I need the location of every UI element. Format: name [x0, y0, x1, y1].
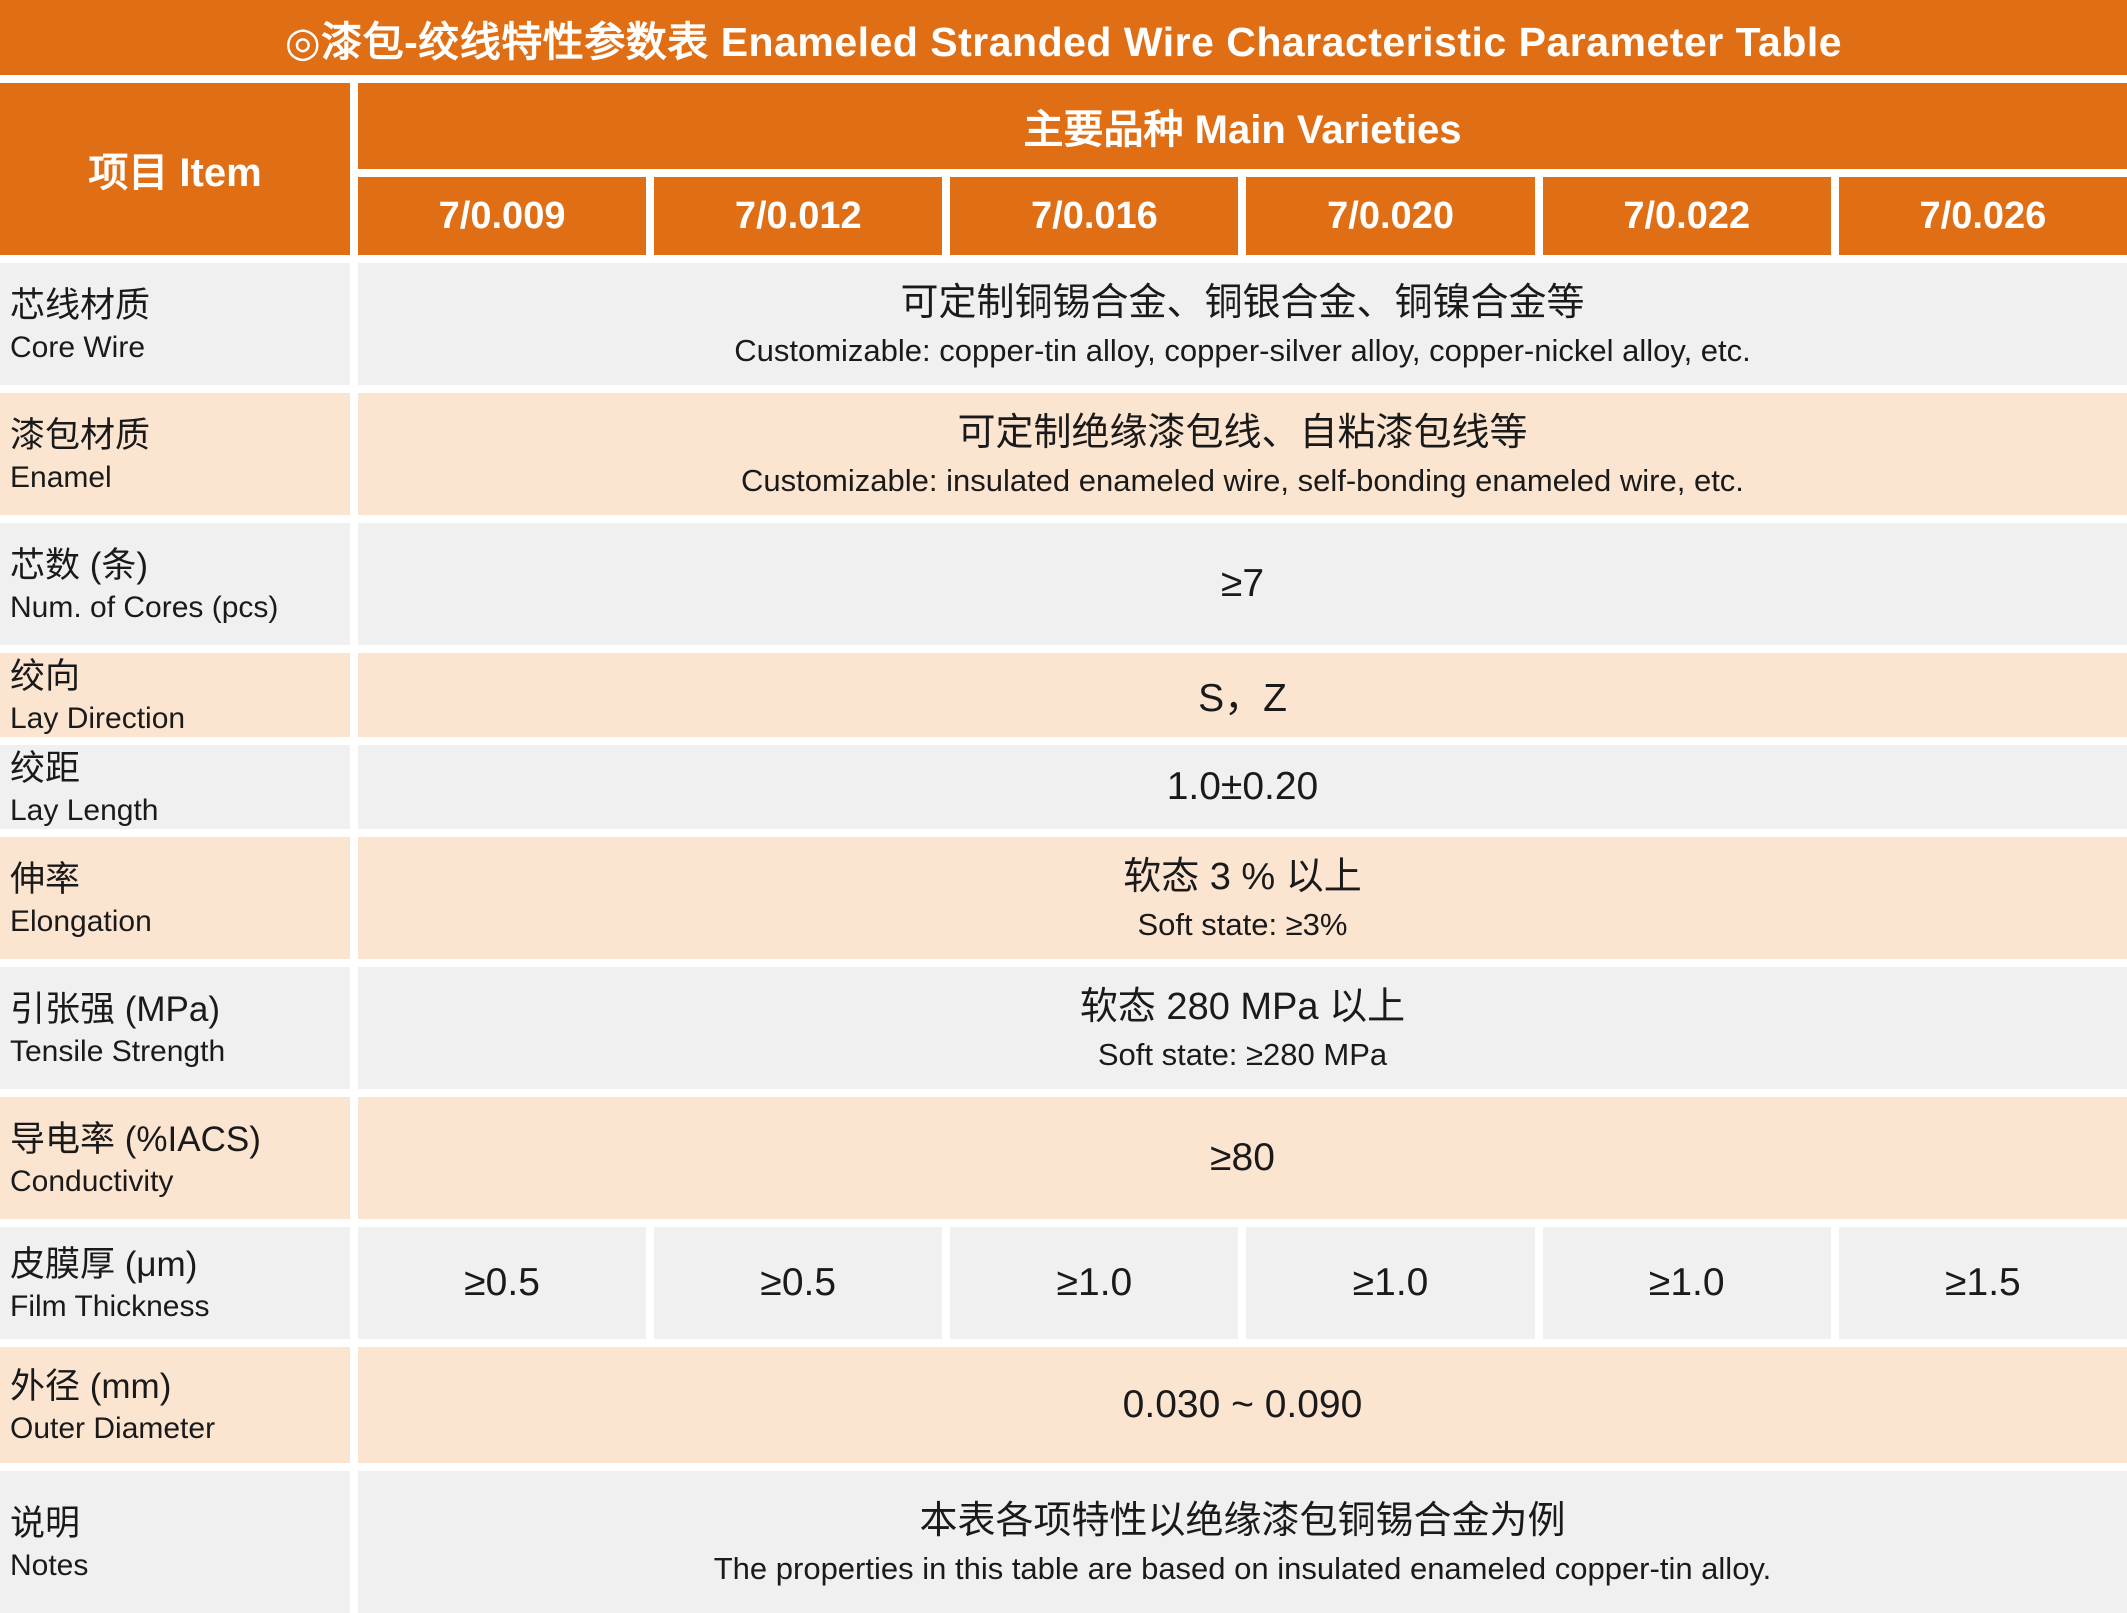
row-value-zh: 可定制绝缘漆包线、自粘漆包线等 — [957, 412, 1528, 455]
row-label-zh: 绞向 — [10, 656, 81, 696]
value-cell: ≥1.0 — [1246, 1227, 1535, 1339]
row-label-zh: 伸率 — [10, 859, 81, 899]
row-value: 可定制铜锡合金、铜银合金、铜镍合金等 Customizable: copper-t… — [358, 263, 2127, 385]
row-label-zh: 漆包材质 — [10, 415, 151, 455]
row-value-text: ≥80 — [1210, 1136, 1275, 1179]
row-label-en: Film Thickness — [10, 1289, 210, 1323]
row-value-en: Customizable: copper-tin alloy, copper-s… — [734, 333, 1751, 369]
row-label-en: Tensile Strength — [10, 1034, 226, 1068]
value-cell: ≥0.5 — [358, 1227, 647, 1339]
row-value-text: 1.0±0.20 — [1166, 765, 1319, 808]
row-label: 漆包材质 Enamel — [0, 393, 350, 515]
row-label-zh: 引张强 (MPa) — [10, 989, 221, 1029]
row-label: 外径 (mm) Outer Diameter — [0, 1347, 350, 1463]
row-value-en: The properties in this table are based o… — [713, 1551, 1772, 1587]
row-value-zh: 软态 280 MPa 以上 — [1079, 986, 1406, 1029]
row-label-en: Notes — [10, 1548, 89, 1582]
row-value: 可定制绝缘漆包线、自粘漆包线等 Customizable: insulated e… — [358, 393, 2127, 515]
row-label: 皮膜厚 (μm) Film Thickness — [0, 1227, 350, 1339]
value-cell: ≥1.0 — [950, 1227, 1239, 1339]
row-label: 芯线材质 Core Wire — [0, 263, 350, 385]
row-label: 芯数 (条) Num. of Cores (pcs) — [0, 523, 350, 645]
row-value: ≥7 — [358, 523, 2127, 645]
row-value-zh: 本表各项特性以绝缘漆包铜锡合金为例 — [919, 1500, 1566, 1543]
row-label: 说明 Notes — [0, 1471, 350, 1613]
variety-column-header: 7/0.022 — [1542, 177, 1831, 255]
row-label-en: Core Wire — [10, 330, 146, 364]
row-label-zh: 皮膜厚 (μm) — [10, 1244, 198, 1284]
row-value-text: ≥7 — [1220, 562, 1265, 605]
page-title: ◎漆包-绞线特性参数表 Enameled Stranded Wire Chara… — [0, 0, 2127, 75]
row-label: 伸率 Elongation — [0, 837, 350, 959]
row-label-en: Conductivity — [10, 1164, 174, 1198]
row-label: 绞向 Lay Direction — [0, 653, 350, 737]
row-label-zh: 导电率 (%IACS) — [10, 1119, 261, 1159]
row-label-en: Lay Length — [10, 793, 159, 827]
value-cell: ≥1.0 — [1542, 1227, 1831, 1339]
variety-column-header: 7/0.020 — [1246, 177, 1535, 255]
row-label: 导电率 (%IACS) Conductivity — [0, 1097, 350, 1219]
row-value: 软态 280 MPa 以上 Soft state: ≥280 MPa — [358, 967, 2127, 1089]
row-value: 本表各项特性以绝缘漆包铜锡合金为例 The properties in this … — [358, 1471, 2127, 1613]
variety-column-header: 7/0.026 — [1838, 177, 2127, 255]
row-label-en: Outer Diameter — [10, 1411, 216, 1445]
row-label-en: Num. of Cores (pcs) — [10, 590, 279, 624]
row-label: 引张强 (MPa) Tensile Strength — [0, 967, 350, 1089]
row-value-en: Soft state: ≥3% — [1137, 907, 1348, 943]
row-label-zh: 绞距 — [10, 748, 81, 788]
main-varieties-header: 主要品种 Main Varieties — [358, 83, 2127, 169]
row-value-text: 0.030 ~ 0.090 — [1122, 1383, 1363, 1426]
row-label-zh: 外径 (mm) — [10, 1366, 172, 1406]
row-label-en: Elongation — [10, 904, 152, 938]
value-cell: ≥0.5 — [654, 1227, 943, 1339]
row-label: 绞距 Lay Length — [0, 745, 350, 829]
value-cell: ≥1.5 — [1838, 1227, 2127, 1339]
row-value-zh: 软态 3 % 以上 — [1123, 856, 1362, 899]
row-value: 软态 3 % 以上 Soft state: ≥3% — [358, 837, 2127, 959]
row-label-en: Lay Direction — [10, 701, 186, 735]
variety-column-header: 7/0.009 — [358, 177, 647, 255]
row-value: ≥80 — [358, 1097, 2127, 1219]
row-value: 0.030 ~ 0.090 — [358, 1347, 2127, 1463]
variety-column-header: 7/0.016 — [950, 177, 1239, 255]
row-label-zh: 芯线材质 — [10, 285, 151, 325]
item-column-header: 项目 Item — [0, 83, 350, 255]
row-value-en: Customizable: insulated enameled wire, s… — [741, 463, 1744, 499]
row-value: 1.0±0.20 — [358, 745, 2127, 829]
row-value: S，Z — [358, 653, 2127, 737]
row-label-zh: 芯数 (条) — [10, 545, 149, 585]
row-value-text: S，Z — [1198, 677, 1287, 720]
row-value-zh: 可定制铜锡合金、铜银合金、铜镍合金等 — [900, 282, 1585, 325]
row-value-en: Soft state: ≥280 MPa — [1097, 1037, 1388, 1073]
row-label-zh: 说明 — [10, 1503, 81, 1543]
row-label-en: Enamel — [10, 460, 112, 494]
variety-column-header: 7/0.012 — [654, 177, 943, 255]
